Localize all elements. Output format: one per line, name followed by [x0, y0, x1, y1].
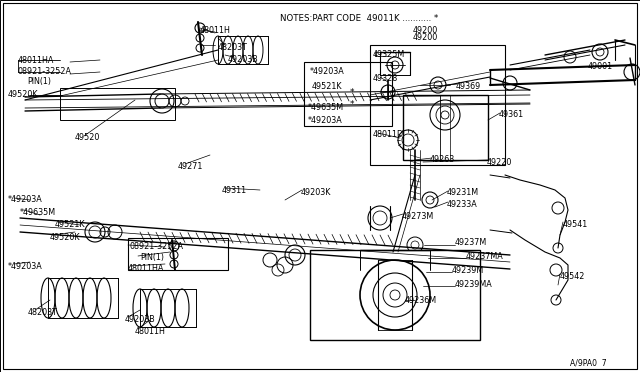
Text: NOTES:PART CODE  49011K ........... *: NOTES:PART CODE 49011K ........... * — [280, 14, 438, 23]
Text: A/9PA0  7: A/9PA0 7 — [570, 358, 607, 367]
Text: 49328: 49328 — [373, 74, 398, 83]
Text: 48011H: 48011H — [135, 327, 166, 336]
Text: *49203A: *49203A — [8, 195, 43, 204]
Text: 48011D: 48011D — [373, 130, 404, 139]
Text: 48203T: 48203T — [218, 43, 248, 52]
Text: *: * — [350, 88, 355, 97]
Text: 49311: 49311 — [222, 186, 247, 195]
Text: 49541: 49541 — [563, 220, 588, 229]
Text: 49001: 49001 — [588, 62, 613, 71]
Bar — [304, 62, 392, 126]
Text: PIN(1): PIN(1) — [27, 77, 51, 86]
Text: *49203A: *49203A — [310, 67, 345, 76]
Text: 49369: 49369 — [456, 82, 481, 91]
Text: 49239MA: 49239MA — [455, 280, 493, 289]
Text: 49542: 49542 — [560, 272, 586, 281]
Text: 48011H: 48011H — [200, 26, 231, 35]
Text: 49520K: 49520K — [50, 233, 81, 242]
Text: 49200: 49200 — [413, 33, 438, 42]
Bar — [403, 95, 488, 160]
Bar — [370, 45, 505, 165]
Text: *49203A: *49203A — [308, 116, 343, 125]
Text: *49635M: *49635M — [20, 208, 56, 217]
Text: *: * — [350, 100, 355, 109]
Text: 49271: 49271 — [178, 162, 204, 171]
Text: 49520: 49520 — [75, 133, 100, 142]
Bar — [310, 250, 480, 340]
Text: 48011HA: 48011HA — [128, 264, 164, 273]
Text: 49520K: 49520K — [8, 90, 38, 99]
Text: 49237M: 49237M — [455, 238, 487, 247]
Text: 08921-3252A: 08921-3252A — [18, 67, 72, 76]
Text: 49233A: 49233A — [447, 200, 477, 209]
Text: 49203K: 49203K — [301, 188, 332, 197]
Text: 49273M: 49273M — [402, 212, 435, 221]
Bar — [60, 88, 175, 120]
Text: *49635M: *49635M — [308, 103, 344, 112]
Text: 49521K: 49521K — [55, 220, 86, 229]
Text: *49203A: *49203A — [8, 262, 43, 271]
Text: 49231M: 49231M — [447, 188, 479, 197]
Bar — [128, 238, 228, 270]
Text: 08921-3252A: 08921-3252A — [130, 242, 184, 251]
Text: 49263: 49263 — [430, 155, 455, 164]
Text: 49521K: 49521K — [312, 82, 342, 91]
Text: 48203T: 48203T — [28, 308, 58, 317]
Text: 49203B: 49203B — [228, 55, 259, 64]
Text: 48011HA: 48011HA — [18, 56, 54, 65]
Text: 49361: 49361 — [499, 110, 524, 119]
Text: 49203B: 49203B — [125, 315, 156, 324]
Text: 49220: 49220 — [487, 158, 513, 167]
Text: 49325M: 49325M — [373, 50, 405, 59]
Text: 49200: 49200 — [413, 26, 438, 35]
Text: 49236M: 49236M — [405, 296, 437, 305]
Text: PIN(1): PIN(1) — [140, 253, 164, 262]
Circle shape — [360, 260, 430, 330]
Text: 49239M: 49239M — [452, 266, 484, 275]
Text: 49237MA: 49237MA — [466, 252, 504, 261]
